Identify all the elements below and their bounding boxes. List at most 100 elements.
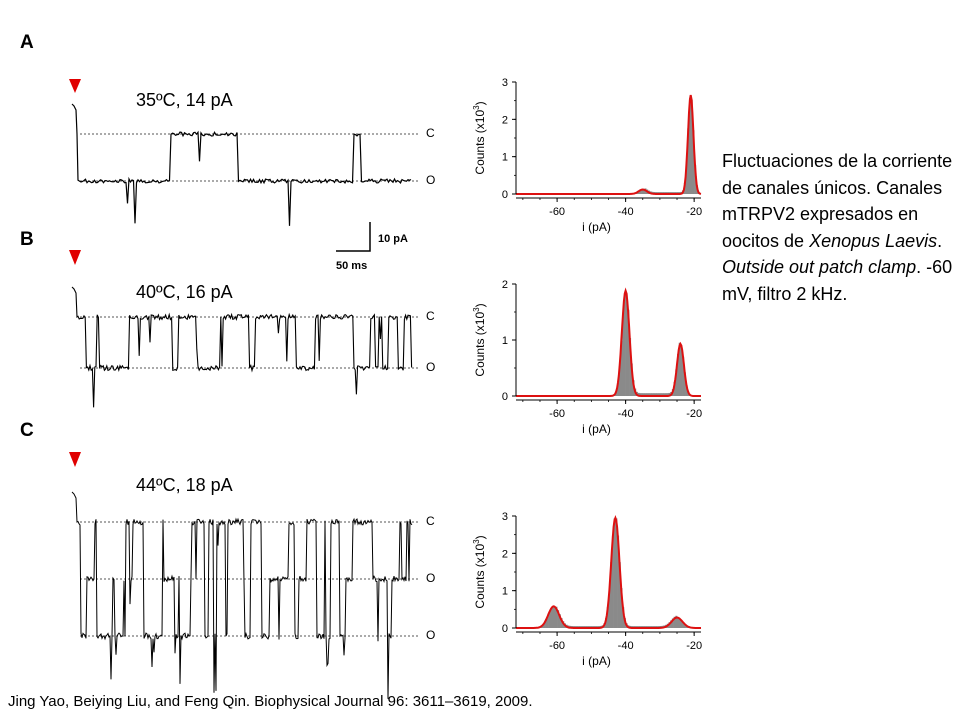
x-tick-label: -40 — [618, 206, 634, 218]
caption-text-2: . — [937, 230, 943, 251]
histogram-bar — [678, 342, 681, 396]
histogram-bar — [623, 293, 626, 396]
caption-text-3: . -60 mV, filtro 2 kHz. — [722, 257, 953, 304]
x-tick-label: -20 — [686, 408, 702, 420]
x-tick-label: -60 — [549, 408, 565, 420]
trace-b — [69, 250, 420, 408]
scale-bar — [336, 222, 371, 252]
x-tick-label: -40 — [618, 408, 634, 420]
histogram-bar — [620, 588, 623, 628]
histogram-bar — [560, 618, 563, 628]
histogram-bar — [675, 369, 678, 396]
y-tick-label: 0 — [502, 391, 508, 403]
histogram-bar — [682, 622, 685, 628]
histogram-bar — [622, 607, 625, 628]
scale-bar-vertical-label: 10 pA — [378, 233, 408, 245]
histogram-bar — [687, 128, 690, 194]
condition-label-b: 40ºC, 16 pA — [136, 282, 233, 302]
histogram-bar — [641, 189, 644, 194]
y-axis-label: Counts (x103) — [472, 303, 487, 376]
histogram-bar — [553, 606, 556, 628]
condition-label-c: 44ºC, 18 pA — [136, 475, 233, 495]
histogram-bar — [658, 393, 661, 396]
y-tick-label: 2 — [502, 548, 508, 560]
histogram-bar — [610, 562, 613, 628]
histogram-bar — [683, 372, 686, 396]
panel-letter-b: B — [20, 229, 34, 250]
histogram-bar — [692, 130, 695, 194]
histogram-bar — [617, 535, 620, 628]
histogram-bar — [673, 616, 676, 628]
histogram-bar — [639, 190, 642, 194]
y-tick-label: 1 — [502, 152, 508, 164]
histogram-bar — [649, 393, 652, 396]
trace-level-c-a: C — [426, 126, 435, 140]
y-axis-label: Counts (x103) — [472, 535, 487, 608]
trace-a — [69, 79, 420, 226]
trace-level-o1-c: O — [426, 571, 436, 585]
y-tick-label: 1 — [502, 335, 508, 347]
histogram-bar — [545, 619, 548, 628]
histogram-bar — [555, 606, 558, 628]
fit-curve — [516, 287, 701, 397]
histogram-bar — [685, 162, 688, 194]
y-tick-label: 3 — [502, 511, 508, 523]
histogram-bar — [685, 384, 688, 396]
histogram-bar — [665, 393, 668, 396]
panel-letter-c: C — [20, 420, 34, 441]
trace-level-c-b: C — [426, 309, 435, 323]
fit-curve — [516, 515, 701, 629]
x-axis-label: i (pA) — [582, 422, 611, 436]
histogram-bar — [620, 340, 623, 396]
stimulus-marker-icon — [69, 452, 81, 467]
x-axis-label: i (pA) — [582, 654, 611, 668]
histogram-bar — [682, 356, 685, 396]
caption-text-1: Fluctuaciones de la corriente de canales… — [722, 151, 953, 251]
caption-italic-method: Outside out patch clamp — [722, 257, 917, 277]
histogram-bar — [680, 620, 683, 628]
x-tick-label: -60 — [549, 640, 565, 652]
histogram-bar — [651, 393, 654, 396]
caption-italic-species: Xenopus Laevis — [809, 230, 938, 251]
histogram-bar — [608, 588, 611, 628]
histogram-bar — [551, 606, 554, 628]
panel-letter-a: A — [20, 32, 34, 53]
y-axis-label: Counts (x103) — [472, 101, 487, 174]
histogram-bar — [671, 618, 674, 628]
histogram-bar — [690, 99, 693, 194]
trace-level-c-c: C — [426, 514, 435, 528]
histogram-a: 0 1 2 3 -60 -40 -20 i (pA) Counts (x103) — [472, 77, 702, 234]
y-tick-label: 3 — [502, 77, 508, 89]
histogram-bar — [606, 607, 609, 628]
histogram-bar — [611, 535, 614, 628]
histogram-bar — [670, 620, 673, 628]
trace-level-o2-c: O — [426, 628, 436, 642]
x-tick-label: -60 — [549, 206, 565, 218]
stimulus-marker-icon — [69, 250, 81, 265]
figure-caption: Fluctuaciones de la corriente de canales… — [722, 148, 957, 307]
histogram-c: 0 1 2 3 -60 -40 -20 i (pA) Counts (x103) — [472, 511, 702, 668]
histogram-bar — [677, 353, 680, 396]
fit-curve — [516, 94, 702, 195]
y-tick-label: 2 — [502, 279, 508, 291]
histogram-bar — [639, 393, 642, 396]
histogram-bar — [637, 392, 640, 396]
histogram-bar — [637, 191, 640, 194]
histogram-bar — [683, 624, 686, 628]
y-tick-label: 0 — [502, 189, 508, 201]
histogram-bar — [618, 366, 621, 396]
histogram-bar — [617, 383, 620, 396]
histogram-bar — [647, 393, 650, 396]
histogram-bar — [622, 312, 625, 396]
histogram-bar — [680, 345, 683, 396]
histogram-bar — [678, 618, 681, 628]
stimulus-marker-icon — [69, 79, 81, 93]
histogram-bar — [627, 309, 630, 396]
histogram-bar — [666, 393, 669, 396]
histogram-bar — [618, 562, 621, 628]
histogram-bar — [630, 363, 633, 396]
histogram-bar — [642, 189, 645, 194]
x-tick-label: -20 — [686, 206, 702, 218]
y-tick-label: 0 — [502, 623, 508, 635]
histogram-bar — [625, 293, 628, 396]
